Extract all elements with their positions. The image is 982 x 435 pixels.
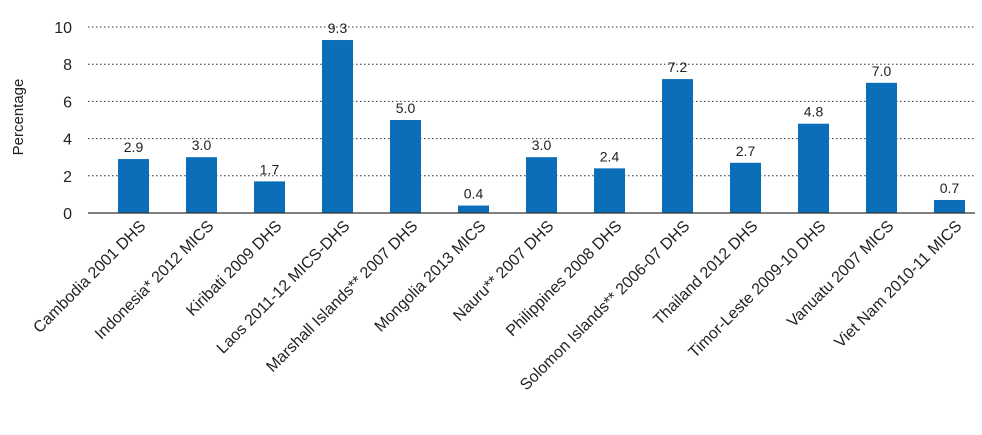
data-label: 2.9 xyxy=(124,139,144,155)
data-label: 7.0 xyxy=(872,63,892,79)
data-label: 4.8 xyxy=(804,104,824,120)
data-label: 0.7 xyxy=(940,180,960,196)
bar xyxy=(934,199,965,213)
gridlines xyxy=(88,26,975,177)
x-tick-label: Cambodia 2001 DHS xyxy=(30,218,149,337)
y-axis-title: Percentage xyxy=(10,79,27,156)
bar xyxy=(730,162,761,213)
data-label: 3.0 xyxy=(532,137,552,153)
x-tick-label: Viet Nam 2010-11 MICS xyxy=(832,218,966,352)
y-tick-label: 6 xyxy=(63,94,72,111)
data-label: 1.7 xyxy=(260,161,280,177)
data-labels: 2.9 3.0 1.7 9.3 5.0 0.4 3.0 2.4 7.2 2.7 4.8 7.0 0.7 xyxy=(124,20,960,202)
bar xyxy=(594,168,625,213)
bar xyxy=(798,123,829,213)
data-label: 3.0 xyxy=(192,137,212,153)
y-tick-label: 4 xyxy=(63,132,72,149)
bar xyxy=(390,120,421,213)
y-tick-label: 8 xyxy=(63,57,72,74)
bar xyxy=(526,157,557,213)
data-label: 2.4 xyxy=(600,148,620,164)
bar xyxy=(254,181,285,213)
x-tick-label: Timor-Leste 2009-10 DHS xyxy=(686,218,830,362)
y-tick-label: 10 xyxy=(54,20,72,37)
bar xyxy=(186,157,217,213)
y-tick-label: 2 xyxy=(63,169,72,186)
bar xyxy=(322,40,353,213)
y-tick-label: 0 xyxy=(63,206,72,223)
bar xyxy=(866,82,897,213)
x-tick-label: Indonesia* 2012 MICS xyxy=(92,218,217,343)
data-label: 7.2 xyxy=(668,59,688,75)
y-axis-ticks: 0 2 4 6 8 10 xyxy=(54,20,72,223)
bar xyxy=(118,159,149,213)
bar xyxy=(458,205,489,213)
data-label: 0.4 xyxy=(464,186,484,202)
bar xyxy=(662,79,693,213)
data-label: 2.7 xyxy=(736,143,756,159)
x-tick-label: Mongolia 2013 MICS xyxy=(372,218,490,336)
data-label: 9.3 xyxy=(328,20,348,36)
x-tick-label: Laos 2011-12 MICS-DHS xyxy=(214,218,353,357)
data-label: 5.0 xyxy=(396,100,416,116)
bars xyxy=(118,40,965,213)
x-tick-label: Philippines 2008 DHS xyxy=(503,218,625,340)
